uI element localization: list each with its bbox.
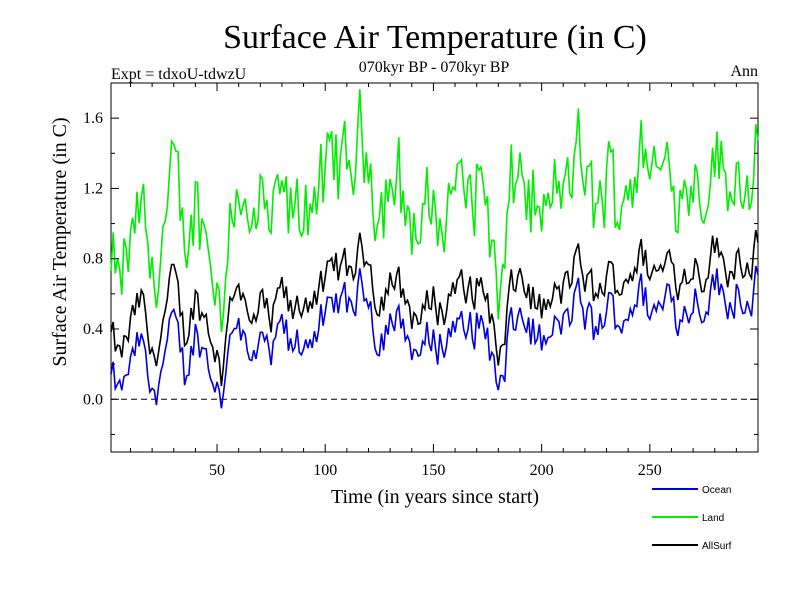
- season-label: Ann: [730, 63, 758, 80]
- chart-title: Surface Air Temperature (in C): [223, 19, 647, 56]
- y-tick-label: 0.4: [83, 321, 103, 338]
- legend: Ocean Land AllSurf: [652, 485, 732, 552]
- y-tick-label: 1.6: [83, 110, 103, 127]
- series-line-allsurf: [110, 229, 759, 387]
- series-lines: [110, 89, 759, 409]
- x-tick-label: 250: [638, 462, 662, 479]
- axes: 0.0 0.4 0.8 1.2 1.6 50 100 150 200 250: [83, 83, 758, 479]
- experiment-label: Expt = tdxoU-tdwzU: [111, 66, 247, 83]
- x-tick-label: 100: [313, 462, 337, 479]
- series-line-land: [110, 89, 759, 333]
- series-line-ocean: [110, 265, 759, 409]
- x-tick-label: 200: [530, 462, 554, 479]
- chart-subtitle: 070kyr BP - 070kyr BP: [359, 59, 510, 76]
- legend-label-allsurf: AllSurf: [702, 541, 732, 552]
- x-tick-label: 150: [421, 462, 445, 479]
- legend-label-ocean: Ocean: [702, 485, 731, 496]
- y-tick-label: 0.8: [83, 251, 103, 268]
- x-tick-label: 50: [209, 462, 225, 479]
- y-axis-label: Surface Air Temperature (in C): [49, 117, 71, 366]
- y-tick-label: 1.2: [83, 180, 103, 197]
- x-axis-label: Time (in years since start): [331, 486, 539, 508]
- legend-label-land: Land: [702, 513, 724, 524]
- y-tick-label: 0.0: [83, 391, 103, 408]
